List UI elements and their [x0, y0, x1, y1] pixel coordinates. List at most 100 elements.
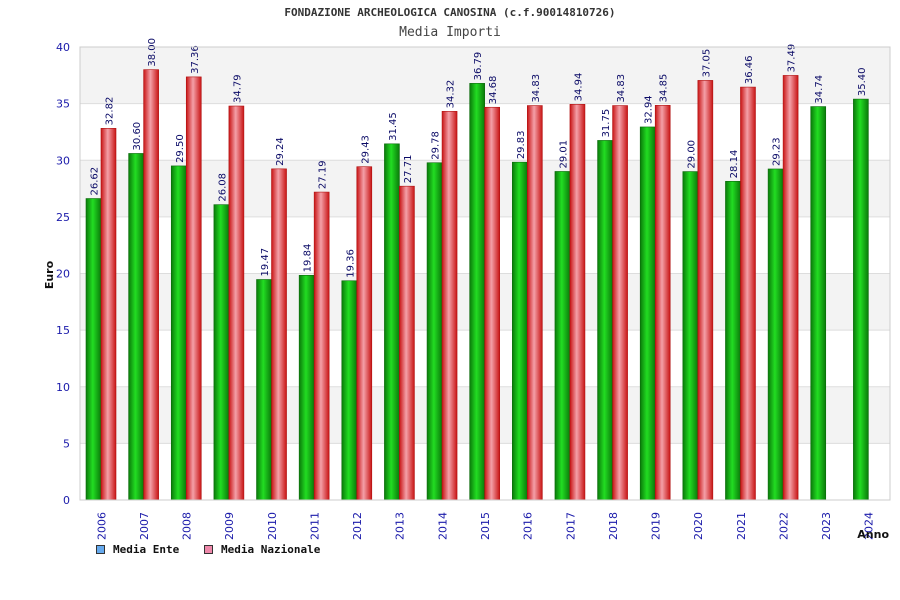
x-tick-label: 2007 — [138, 512, 151, 540]
data-label: 29.83 — [516, 131, 527, 160]
data-label: 34.85 — [659, 74, 670, 103]
bar-nazionale — [271, 168, 287, 501]
y-axis-title: Euro — [43, 260, 56, 289]
bar-ente — [512, 161, 528, 501]
bar-ente — [853, 98, 869, 501]
bar-ente — [298, 275, 315, 501]
bar-ente — [426, 162, 443, 501]
x-tick-label: 2020 — [692, 512, 705, 540]
y-tick-label: 0 — [63, 494, 70, 507]
bar-nazionale — [441, 111, 458, 501]
data-label: 26.08 — [217, 173, 228, 202]
legend-item-nazionale: Media Nazionale — [204, 543, 320, 556]
data-label: 26.62 — [90, 167, 101, 196]
bar-ente — [469, 83, 485, 501]
legend-swatch-ente — [96, 545, 105, 554]
data-label: 32.94 — [644, 95, 655, 124]
y-tick-label: 30 — [56, 154, 70, 167]
data-label: 32.82 — [105, 97, 116, 126]
legend-label-nazionale: Media Nazionale — [221, 543, 321, 556]
data-label: 29.23 — [772, 137, 783, 166]
data-label: 38.00 — [147, 38, 158, 67]
x-tick-label: 2014 — [436, 512, 449, 540]
x-tick-label: 2018 — [607, 512, 620, 540]
data-label: 31.45 — [388, 112, 399, 141]
data-label: 35.40 — [857, 67, 868, 96]
data-label: 29.24 — [275, 137, 286, 166]
data-label: 34.83 — [531, 74, 542, 103]
data-label: 30.60 — [132, 122, 143, 151]
data-label: 34.74 — [814, 75, 825, 104]
bar-nazionale — [313, 191, 330, 501]
bar-ente — [213, 204, 230, 501]
data-label: 36.79 — [473, 52, 484, 81]
bar-nazionale — [612, 105, 628, 501]
data-label: 34.32 — [446, 80, 457, 109]
x-tick-label: 2012 — [351, 512, 364, 540]
x-tick-label: 2008 — [181, 512, 194, 540]
data-label: 29.01 — [558, 140, 569, 169]
data-label: 19.47 — [260, 248, 271, 277]
data-label: 37.49 — [787, 44, 798, 73]
bar-ente — [85, 198, 102, 501]
plot-frame — [79, 46, 891, 501]
bar-nazionale — [527, 105, 543, 501]
x-tick-label: 2013 — [394, 512, 407, 540]
x-tick-label: 2011 — [308, 512, 321, 540]
bar-nazionale — [356, 166, 373, 501]
bar-ente — [597, 140, 613, 501]
x-tick-label: 2015 — [479, 512, 492, 540]
x-axis-title: Anno — [857, 528, 889, 541]
y-tick-label: 20 — [56, 268, 70, 281]
y-tick-label: 40 — [56, 41, 70, 54]
bar-nazionale — [100, 128, 117, 501]
legend-item-ente: Media Ente — [96, 543, 179, 556]
data-label: 29.50 — [175, 134, 186, 163]
bar-nazionale — [484, 106, 500, 501]
bar-nazionale — [697, 80, 714, 501]
y-tick-label: 15 — [56, 324, 70, 337]
x-tick-label: 2019 — [650, 512, 663, 540]
data-label: 29.78 — [431, 131, 442, 160]
data-label: 19.84 — [303, 244, 314, 273]
data-label: 27.71 — [403, 155, 414, 184]
bar-nazionale — [782, 75, 799, 501]
x-tick-label: 2009 — [223, 512, 236, 540]
x-tick-label: 2023 — [820, 512, 833, 540]
bar-ente — [554, 171, 571, 501]
data-label: 27.19 — [318, 160, 329, 189]
bar-nazionale — [228, 105, 245, 501]
legend-swatch-nazionale — [204, 545, 213, 554]
x-tick-label: 2024 — [863, 512, 876, 540]
bar-nazionale — [740, 86, 756, 501]
x-tick-label: 2006 — [95, 512, 108, 540]
data-label: 29.00 — [686, 140, 697, 169]
bar-ente — [341, 280, 358, 501]
bar-ente — [384, 143, 400, 501]
chart-title: FONDAZIONE ARCHEOLOGICA CANOSINA (c.f.90… — [284, 6, 616, 19]
data-label: 29.43 — [360, 135, 371, 164]
data-label: 34.79 — [232, 74, 243, 103]
x-tick-label: 2021 — [735, 512, 748, 540]
y-tick-label: 5 — [63, 437, 70, 450]
bar-ente — [170, 165, 187, 501]
x-tick-label: 2017 — [564, 512, 577, 540]
bar-ente — [256, 279, 272, 501]
bar-ente — [128, 153, 144, 501]
x-tick-label: 2010 — [266, 512, 279, 540]
data-label: 37.05 — [701, 49, 712, 78]
x-tick-label: 2022 — [777, 512, 790, 540]
bar-nazionale — [654, 105, 671, 501]
y-tick-label: 35 — [56, 98, 70, 111]
x-tick-label: 2016 — [522, 512, 535, 540]
chart-subtitle: Media Importi — [399, 25, 501, 40]
bar-ente — [767, 168, 784, 501]
data-label: 37.36 — [190, 45, 201, 74]
y-tick-label: 25 — [56, 211, 70, 224]
bar-nazionale — [143, 69, 159, 501]
data-label: 19.36 — [345, 249, 356, 278]
data-label: 34.83 — [616, 74, 627, 103]
data-label: 36.46 — [744, 55, 755, 84]
